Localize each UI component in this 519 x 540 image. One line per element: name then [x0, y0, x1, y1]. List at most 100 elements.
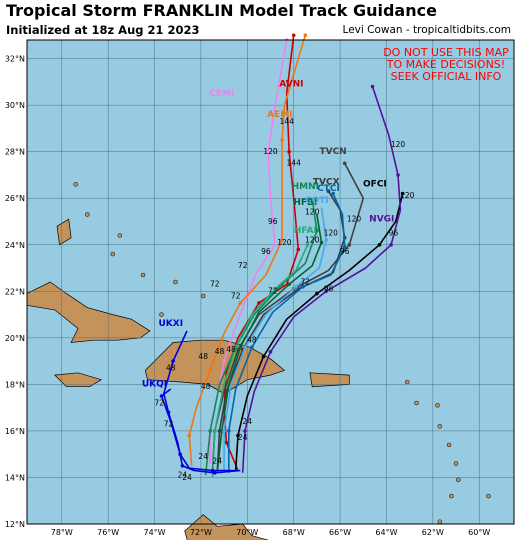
- forecast-hour-label: 24: [238, 433, 248, 442]
- track-coti: [223, 207, 328, 471]
- latitude-tick-label: 18°N: [5, 380, 25, 389]
- track-aemi: [188, 35, 307, 466]
- longitude-tick-label: 60°W: [468, 528, 490, 537]
- island-land: [85, 212, 90, 217]
- track-point: [178, 452, 182, 457]
- track-point: [227, 429, 231, 433]
- model-label-hfai: HFAI: [294, 226, 317, 236]
- island-land: [159, 312, 164, 317]
- forecast-hour-label: 24: [182, 473, 192, 482]
- island-land: [486, 493, 491, 499]
- island-land: [117, 233, 123, 238]
- forecast-hour-label: 24: [198, 452, 208, 461]
- track-point: [324, 238, 329, 242]
- island-land: [446, 442, 452, 448]
- longitude-tick-label: 72°W: [190, 528, 212, 537]
- track-point: [222, 429, 226, 433]
- warning-line-1: DO NOT USE THIS MAP: [383, 46, 509, 59]
- forecast-hour-label: 120: [347, 215, 362, 224]
- latitude-tick-label: 22°N: [5, 287, 25, 296]
- forecast-hour-label: 48: [166, 363, 176, 372]
- track-point: [208, 368, 212, 373]
- forecast-hour-label: 24: [243, 417, 253, 426]
- forecast-hour-label: 120: [277, 238, 292, 247]
- forecast-hour-label: 72: [164, 419, 174, 428]
- forecast-hour-label: 120: [263, 147, 278, 156]
- model-label-hmni: HMNI: [292, 182, 319, 192]
- track-point: [370, 84, 375, 89]
- island-land: [449, 493, 454, 499]
- track-point: [243, 429, 247, 433]
- island-land: [405, 379, 410, 385]
- model-label-coti: COTI: [305, 196, 329, 206]
- model-label-ofci: OFCI: [363, 180, 387, 190]
- track-point: [400, 191, 405, 196]
- island-land: [437, 424, 443, 429]
- track-point: [315, 291, 319, 296]
- warning-line-3: SEEK OFFICIAL INFO: [391, 70, 502, 83]
- island-land: [200, 293, 206, 299]
- forecast-hour-label: 72: [268, 287, 278, 296]
- forecast-hour-label: 72: [238, 261, 248, 270]
- latitude-tick-label: 32°N: [5, 55, 25, 64]
- model-label-ukqi: UKQI: [142, 380, 167, 390]
- island-land: [437, 519, 443, 524]
- track-point: [396, 173, 400, 177]
- latitude-tick-label: 20°N: [5, 334, 25, 343]
- track-point: [238, 345, 243, 350]
- island-land: [414, 400, 419, 406]
- island-land: [110, 251, 116, 257]
- track-point: [238, 301, 243, 305]
- track-point: [315, 229, 319, 233]
- longitude-tick-label: 68°W: [283, 528, 305, 537]
- longitude-tick-label: 70°W: [236, 528, 258, 537]
- south-america-land: [184, 514, 269, 540]
- latitude-tick-label: 30°N: [5, 101, 25, 110]
- forecast-hour-label: 96: [261, 247, 271, 256]
- forecast-hour-label: 96: [389, 229, 399, 238]
- chart-title: Tropical Storm FRANKLIN Model Track Guid…: [6, 1, 437, 20]
- initialized-time: Initialized at 18z Aug 21 2023: [6, 23, 200, 37]
- track-point: [261, 354, 266, 359]
- forecast-hour-label: 120: [305, 208, 320, 217]
- track-point: [287, 282, 291, 287]
- track-point: [347, 243, 352, 247]
- island-land: [456, 477, 461, 483]
- track-point: [280, 238, 284, 242]
- track-point: [389, 243, 393, 247]
- track-point: [303, 33, 308, 38]
- track-point: [287, 149, 291, 154]
- forecast-hour-label: 48: [198, 352, 208, 361]
- track-point: [377, 243, 382, 247]
- model-tracks: [159, 33, 405, 478]
- track-hfbi: [216, 214, 323, 473]
- track-point: [213, 429, 217, 433]
- forecast-hour-label: 24: [212, 457, 222, 466]
- track-point: [268, 350, 273, 354]
- forecast-hour-label: 96: [340, 247, 350, 256]
- forecast-hour-label: 72: [301, 277, 311, 286]
- longitude-tick-label: 64°W: [375, 528, 397, 537]
- island-land: [453, 461, 459, 466]
- track-point: [280, 138, 284, 142]
- map-frame: [26, 39, 515, 525]
- track-point: [326, 189, 331, 193]
- track-point: [180, 464, 185, 468]
- latitude-tick-label: 28°N: [5, 148, 25, 157]
- track-point: [319, 240, 324, 245]
- track-point: [213, 471, 217, 475]
- island-land: [140, 272, 146, 278]
- forecast-hour-label: 96: [268, 217, 278, 226]
- track-point: [257, 301, 261, 305]
- island-land: [73, 182, 78, 187]
- model-label-nvgi: NVGI: [369, 215, 394, 225]
- track-point: [266, 149, 271, 154]
- track-point: [273, 243, 277, 247]
- island-land: [173, 279, 178, 285]
- forecast-hour-label: 144: [287, 159, 302, 168]
- forecast-hour-label: 48: [226, 345, 236, 354]
- jamaica-land: [54, 372, 103, 388]
- forecast-hour-label: 24: [178, 471, 188, 480]
- andros-land: [56, 218, 72, 246]
